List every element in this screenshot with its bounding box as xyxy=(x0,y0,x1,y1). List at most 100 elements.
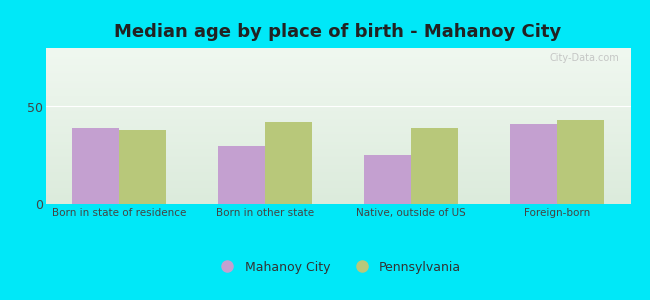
Bar xyxy=(364,155,411,204)
Bar xyxy=(46,203,630,204)
Bar xyxy=(46,123,630,124)
Bar xyxy=(46,48,630,49)
Bar xyxy=(46,122,630,123)
Bar xyxy=(46,187,630,188)
Bar xyxy=(46,120,630,121)
Bar xyxy=(46,93,630,94)
Bar xyxy=(46,62,630,63)
Bar xyxy=(46,56,630,57)
Bar xyxy=(46,178,630,179)
Bar xyxy=(46,186,630,187)
Bar xyxy=(46,194,630,195)
Bar xyxy=(46,75,630,76)
Bar xyxy=(46,115,630,116)
Legend: Mahanoy City, Pennsylvania: Mahanoy City, Pennsylvania xyxy=(210,256,466,279)
Bar xyxy=(46,108,630,109)
Bar xyxy=(46,89,630,90)
Bar xyxy=(46,179,630,180)
Bar xyxy=(46,106,630,107)
Bar xyxy=(46,69,630,70)
Bar xyxy=(46,52,630,53)
Bar xyxy=(46,125,630,126)
Bar xyxy=(46,180,630,181)
Bar xyxy=(119,130,166,204)
Bar xyxy=(46,83,630,84)
Bar xyxy=(46,139,630,140)
Bar xyxy=(46,129,630,130)
Bar xyxy=(46,126,630,127)
Bar xyxy=(46,152,630,153)
Bar xyxy=(46,96,630,97)
Bar xyxy=(46,84,630,85)
Bar xyxy=(411,128,458,204)
Text: City-Data.com: City-Data.com xyxy=(549,53,619,63)
Bar xyxy=(46,51,630,52)
Bar xyxy=(46,90,630,91)
Bar xyxy=(46,159,630,160)
Bar xyxy=(46,164,630,165)
Bar xyxy=(72,128,119,204)
Bar xyxy=(46,142,630,143)
Bar xyxy=(46,50,630,51)
Bar xyxy=(46,103,630,104)
Bar xyxy=(46,55,630,56)
Bar xyxy=(46,165,630,166)
Bar xyxy=(46,198,630,199)
Bar xyxy=(46,182,630,183)
Bar xyxy=(46,80,630,81)
Bar xyxy=(46,61,630,62)
Bar xyxy=(46,156,630,157)
Bar xyxy=(46,138,630,139)
Bar xyxy=(46,74,630,75)
Bar xyxy=(46,130,630,131)
Bar xyxy=(46,97,630,98)
Bar xyxy=(46,102,630,103)
Title: Median age by place of birth - Mahanoy City: Median age by place of birth - Mahanoy C… xyxy=(114,23,562,41)
Bar xyxy=(46,136,630,137)
Bar xyxy=(46,168,630,169)
Bar xyxy=(46,199,630,200)
Bar xyxy=(46,94,630,95)
Bar xyxy=(46,76,630,77)
Bar xyxy=(46,68,630,69)
Bar xyxy=(46,132,630,133)
Bar xyxy=(46,133,630,134)
Bar xyxy=(46,78,630,79)
Bar xyxy=(510,124,557,204)
Bar xyxy=(46,85,630,86)
Bar xyxy=(46,161,630,162)
Bar xyxy=(46,100,630,101)
Bar xyxy=(46,66,630,67)
Bar xyxy=(46,134,630,135)
Bar xyxy=(46,105,630,106)
Bar xyxy=(46,193,630,194)
Bar xyxy=(46,190,630,191)
Bar xyxy=(46,85,630,86)
Bar xyxy=(46,86,630,87)
Bar xyxy=(46,155,630,156)
Bar xyxy=(46,148,630,149)
Bar xyxy=(46,101,630,102)
Bar xyxy=(46,145,630,146)
Bar xyxy=(46,200,630,201)
Bar xyxy=(46,153,630,154)
Bar xyxy=(46,158,630,159)
Bar xyxy=(46,71,630,72)
Bar xyxy=(46,119,630,120)
Bar xyxy=(46,174,630,175)
Bar xyxy=(46,167,630,168)
Bar xyxy=(46,79,630,80)
Bar xyxy=(46,147,630,148)
Bar xyxy=(46,54,630,55)
Bar xyxy=(46,124,630,125)
Bar xyxy=(46,189,630,190)
Bar xyxy=(46,107,630,108)
Bar xyxy=(46,137,630,138)
Bar xyxy=(46,88,630,89)
Bar xyxy=(46,81,630,82)
Bar xyxy=(46,65,630,66)
Bar xyxy=(46,63,630,64)
Bar xyxy=(46,202,630,203)
Bar xyxy=(46,104,630,105)
Bar xyxy=(46,181,630,182)
